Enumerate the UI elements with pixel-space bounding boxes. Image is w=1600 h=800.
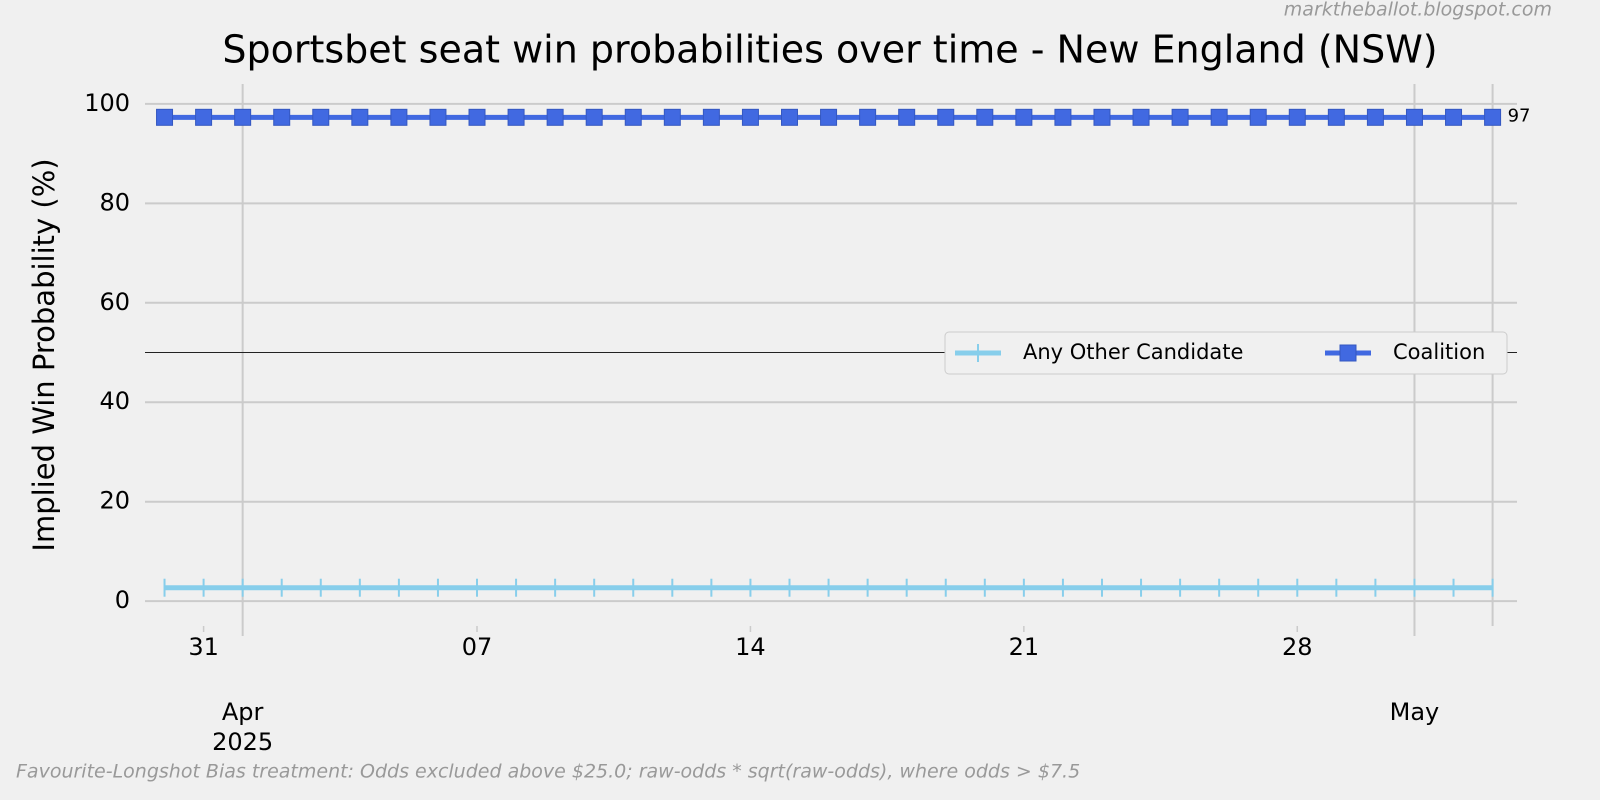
x-tick-label: 07 — [462, 633, 493, 661]
y-tick-label: 60 — [99, 288, 130, 316]
data-point — [898, 108, 916, 126]
data-point — [585, 108, 603, 126]
data-point — [1327, 108, 1345, 126]
data-point — [507, 108, 525, 126]
x-tick-label: 14 — [735, 633, 766, 661]
y-tick-label: 40 — [99, 387, 130, 415]
x-tick-label: 31 — [188, 633, 219, 661]
data-point — [390, 108, 408, 126]
data-point — [1288, 108, 1306, 126]
legend-frame — [944, 331, 1508, 375]
legend-label: Coalition — [1393, 340, 1485, 364]
data-point — [351, 108, 369, 126]
y-tick-label: 100 — [84, 89, 130, 117]
data-point — [1132, 108, 1150, 126]
data-point — [859, 108, 877, 126]
data-point — [1054, 108, 1072, 126]
data-point — [273, 108, 291, 126]
data-point — [312, 108, 330, 126]
chart-title: Sportsbet seat win probabilities over ti… — [222, 28, 1437, 72]
data-point — [156, 108, 174, 126]
data-point — [429, 108, 447, 126]
data-point — [1171, 108, 1189, 126]
y-tick-label: 80 — [99, 188, 130, 216]
data-point — [780, 108, 798, 126]
data-point — [820, 108, 838, 126]
data-point — [195, 108, 213, 126]
x-tick-label: 21 — [1009, 633, 1040, 661]
data-point — [663, 108, 681, 126]
data-point — [937, 108, 955, 126]
data-point — [546, 108, 564, 126]
data-point — [741, 108, 759, 126]
x-major-tick-label: Apr 2025 — [212, 698, 274, 756]
legend: Any Other Candidate Coalition — [944, 331, 1508, 375]
data-point — [1210, 108, 1228, 126]
data-point — [1405, 108, 1423, 126]
data-point — [1249, 108, 1267, 126]
legend-marker — [1339, 344, 1357, 362]
source: marktheballot.blogspot.com — [1284, 0, 1552, 21]
data-point — [1445, 108, 1463, 126]
y-axis-label: Implied Win Probability (%) — [27, 158, 61, 551]
data-point — [1366, 108, 1384, 126]
data-point — [976, 108, 994, 126]
x-tick-label: 28 — [1282, 633, 1313, 661]
footnote: Favourite-Longshot Bias treatment: Odds … — [16, 761, 1080, 783]
data-point — [1093, 108, 1111, 126]
data-point — [468, 108, 486, 126]
data-point — [702, 108, 720, 126]
data-point — [1015, 108, 1033, 126]
data-point — [234, 108, 252, 126]
data-point — [1484, 108, 1502, 126]
value-label: 97 — [1508, 105, 1531, 126]
data-point — [624, 108, 642, 126]
x-major-tick-label: May — [1389, 698, 1440, 726]
y-tick-label: 0 — [115, 586, 130, 614]
legend-label: Any Other Candidate — [1023, 340, 1243, 364]
y-tick-label: 20 — [99, 487, 130, 515]
